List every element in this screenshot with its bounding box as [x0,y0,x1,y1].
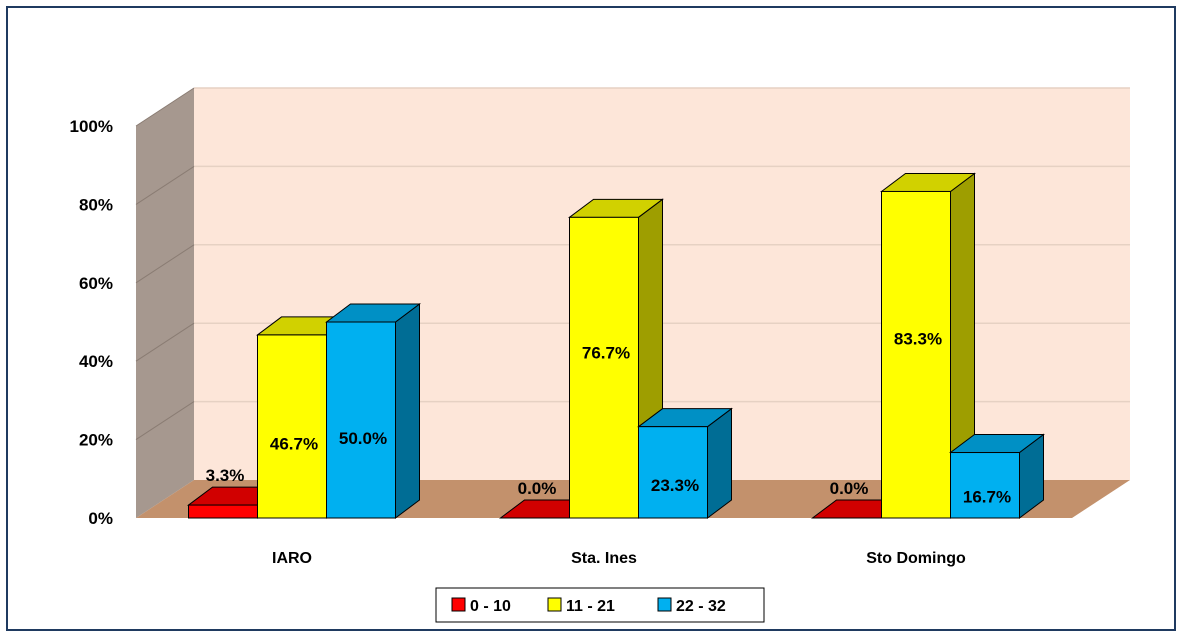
x-axis: IARO Sta. Ines Sto Domingo [272,550,966,567]
data-label: 83.3% [894,329,942,348]
bar-front [327,322,396,518]
data-label: 3.3% [206,466,245,485]
chart-svg: 0% 20% 40% 60% 80% 100% 3.3% 46.7% 50.0% 0.0% 76.… [8,8,1176,631]
bar-front [639,427,708,518]
bar-front [882,191,951,518]
legend-label: 11 - 21 [566,598,615,615]
data-label: 16.7% [963,488,1011,507]
legend-label: 22 - 32 [676,598,726,615]
category-label: Sta. Ines [571,550,637,567]
legend-swatch [452,598,465,611]
category-label: IARO [272,550,312,567]
data-label: 46.7% [270,435,318,454]
data-label: 50.0% [339,429,387,448]
legend-swatch [548,598,561,611]
data-label: 0.0% [518,479,557,498]
bar-side [708,409,732,518]
legend-label: 0 - 10 [470,598,511,615]
bar-front [258,335,327,518]
data-label: 0.0% [830,479,869,498]
y-tick-label: 80% [79,195,113,214]
legend: 0 - 10 11 - 21 22 - 32 [436,588,764,622]
side-wall [136,88,194,518]
data-label: 23.3% [651,476,699,495]
y-tick-label: 40% [79,352,113,371]
bar [327,304,420,518]
y-tick-label: 20% [79,431,113,450]
data-label: 76.7% [582,344,630,363]
bar [639,409,732,518]
y-tick-label: 100% [70,117,113,136]
bar-front [570,217,639,518]
bar-front [951,453,1020,518]
category-label: Sto Domingo [866,550,966,567]
chart-frame: 0% 20% 40% 60% 80% 100% 3.3% 46.7% 50.0% 0.0% 76.… [6,6,1176,631]
bar-front [189,505,258,518]
y-axis: 0% 20% 40% 60% 80% 100% [70,117,113,528]
legend-swatch [658,598,671,611]
bar-side [396,304,420,518]
y-tick-label: 0% [88,509,113,528]
y-tick-label: 60% [79,274,113,293]
